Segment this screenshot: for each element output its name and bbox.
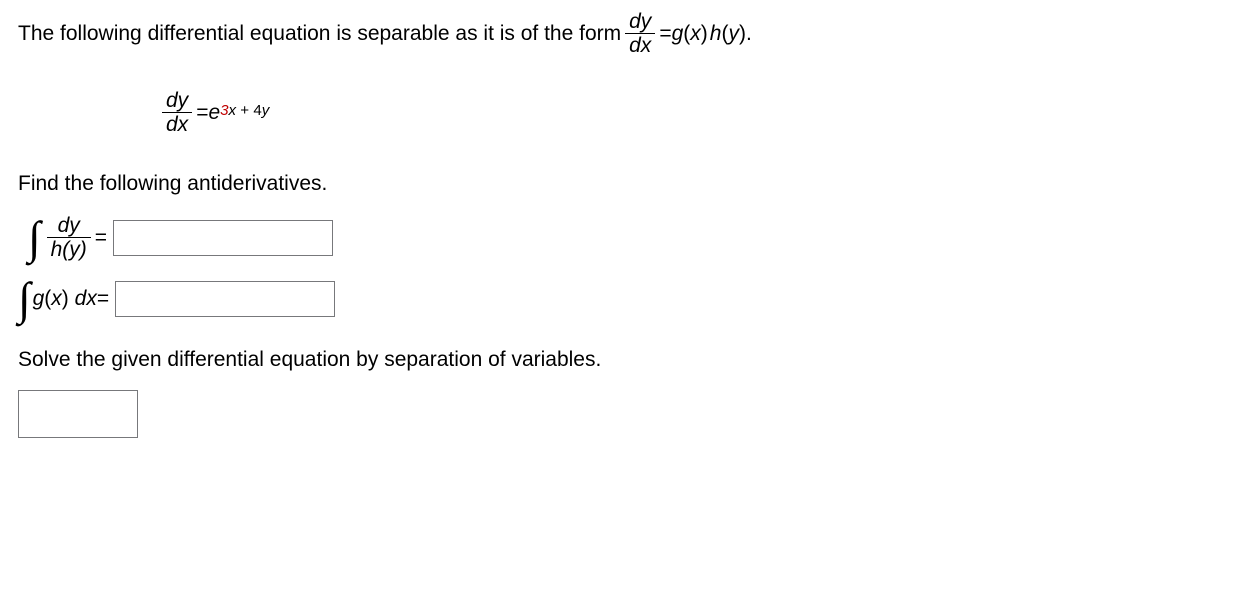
- ode-eq: =: [196, 101, 208, 125]
- question-page: The following differential equation is s…: [0, 0, 1260, 448]
- x-var: x: [690, 22, 701, 46]
- exp-y: y: [262, 102, 270, 119]
- int2-xx: x: [86, 287, 97, 310]
- integral-sign-2: ∫: [18, 276, 31, 322]
- paren-close: ): [701, 22, 708, 46]
- intro-text: The following differential equation is s…: [18, 22, 621, 46]
- intro-line: The following differential equation is s…: [18, 10, 1242, 57]
- ode-exponent: 3x + 4y: [220, 102, 269, 119]
- ode-e: e: [208, 101, 220, 125]
- equals-sign: =: [659, 22, 671, 46]
- int2-d: d: [69, 287, 87, 310]
- solve-prompt: Solve the given differential equation by…: [18, 348, 1242, 372]
- g-func: g: [672, 22, 684, 46]
- int2-eq: =: [97, 287, 109, 311]
- int1-num: dy: [54, 214, 84, 237]
- antiderivative-prompt: Find the following antiderivatives.: [18, 172, 1242, 196]
- int1-eq: =: [95, 226, 107, 250]
- ode-num: dy: [162, 89, 192, 112]
- y-var: y: [728, 22, 739, 46]
- int2-close: ): [62, 287, 69, 310]
- int1-den: h(y): [47, 237, 91, 261]
- solution-input[interactable]: [18, 390, 138, 438]
- ode-den: dx: [162, 112, 192, 136]
- exp-plus4: + 4: [236, 102, 262, 119]
- ode-equation: dy dx = e 3x + 4y: [158, 89, 1242, 136]
- exp-x: x: [229, 102, 237, 119]
- integral-sign-1: ∫: [28, 215, 41, 261]
- paren-close-2: ).: [739, 22, 752, 46]
- frac-num: dy: [625, 10, 655, 33]
- integral-1-row: ∫ dy h(y) =: [28, 214, 1242, 261]
- frac-den: dx: [625, 33, 655, 57]
- exp-3: 3: [220, 102, 228, 119]
- integral-2-row: ∫ g(x) dx =: [18, 276, 1242, 322]
- int1-close: ): [80, 238, 87, 261]
- h-func: h: [710, 22, 722, 46]
- antiderivative-1-input[interactable]: [113, 220, 333, 256]
- int2-g: g: [33, 287, 45, 310]
- int1-h: h: [51, 238, 63, 261]
- int1-y: y: [69, 238, 80, 261]
- ode-frac: dy dx: [162, 89, 192, 136]
- int1-frac: dy h(y): [47, 214, 91, 261]
- int2-integrand: g(x) dx: [33, 287, 97, 311]
- antiderivative-2-input[interactable]: [115, 281, 335, 317]
- int2-x: x: [51, 287, 62, 310]
- dy-dx-fraction: dy dx: [625, 10, 655, 57]
